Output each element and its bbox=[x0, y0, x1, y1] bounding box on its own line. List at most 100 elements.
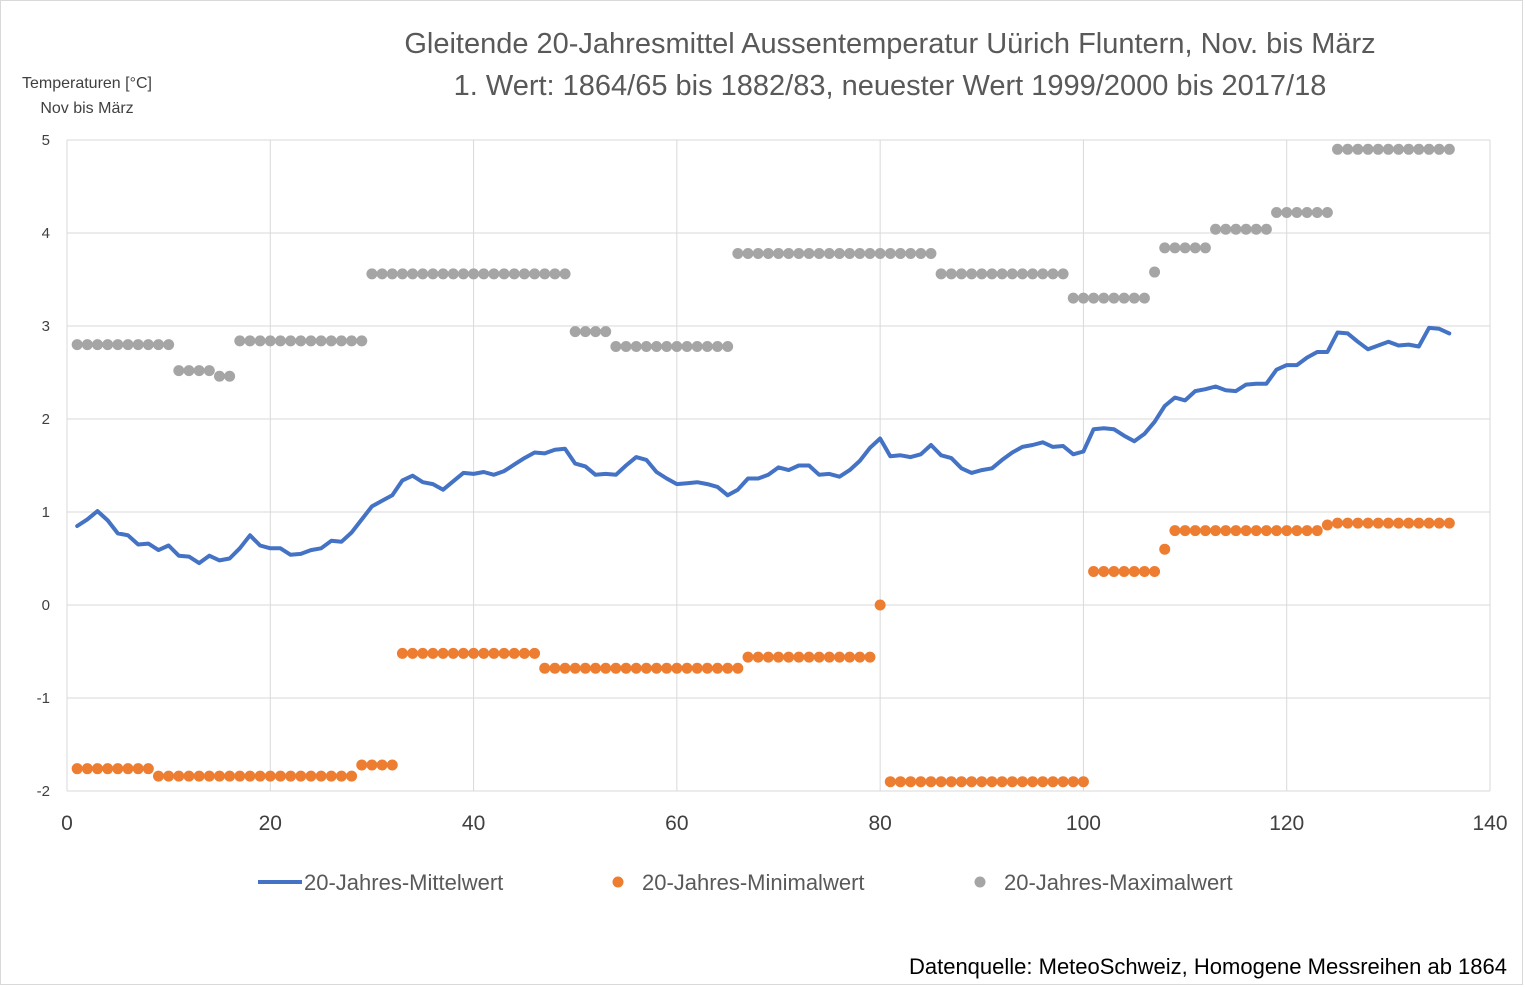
x-tick-label: 80 bbox=[868, 812, 891, 835]
series-point-maximalwert bbox=[274, 335, 286, 347]
series-point-minimalwert bbox=[366, 759, 378, 771]
series-point-minimalwert bbox=[955, 776, 967, 788]
series-point-maximalwert bbox=[844, 247, 856, 259]
series-point-minimalwert bbox=[905, 776, 917, 788]
series-point-minimalwert bbox=[1250, 525, 1262, 537]
series-point-minimalwert bbox=[1311, 525, 1323, 537]
series-point-maximalwert bbox=[1067, 292, 1079, 304]
series-point-minimalwert bbox=[1016, 776, 1028, 788]
series-point-maximalwert bbox=[1433, 143, 1445, 155]
series-point-minimalwert bbox=[468, 647, 480, 659]
chart-subtitle: 1. Wert: 1864/65 bis 1882/83, neuester W… bbox=[453, 70, 1327, 102]
series-point-maximalwert bbox=[1393, 143, 1405, 155]
series-point-maximalwert bbox=[1301, 207, 1313, 219]
series-point-maximalwert bbox=[427, 268, 439, 280]
series-point-maximalwert bbox=[244, 335, 256, 347]
series-point-minimalwert bbox=[1393, 517, 1405, 529]
series-point-minimalwert bbox=[518, 647, 530, 659]
series-point-minimalwert bbox=[152, 770, 164, 782]
series-point-minimalwert bbox=[213, 770, 225, 782]
series-point-minimalwert bbox=[264, 770, 276, 782]
series-point-maximalwert bbox=[620, 340, 632, 352]
series-point-maximalwert bbox=[854, 247, 866, 259]
series-point-maximalwert bbox=[1118, 292, 1130, 304]
series-point-minimalwert bbox=[1077, 776, 1089, 788]
series-point-maximalwert bbox=[1382, 143, 1394, 155]
series-point-minimalwert bbox=[1271, 525, 1283, 537]
series-point-minimalwert bbox=[335, 770, 347, 782]
series-point-minimalwert bbox=[1382, 517, 1394, 529]
series-point-minimalwert bbox=[478, 647, 490, 659]
series-point-minimalwert bbox=[91, 763, 103, 775]
series-point-minimalwert bbox=[610, 662, 622, 674]
series-point-maximalwert bbox=[407, 268, 419, 280]
series-point-minimalwert bbox=[681, 662, 693, 674]
y-tick-label: 0 bbox=[42, 597, 50, 614]
series-point-maximalwert bbox=[1159, 242, 1171, 254]
series-point-minimalwert bbox=[173, 770, 185, 782]
series-point-maximalwert bbox=[468, 268, 480, 280]
series-point-maximalwert bbox=[1210, 223, 1222, 235]
series-point-minimalwert bbox=[620, 662, 632, 674]
series-point-minimalwert bbox=[864, 651, 876, 663]
series-point-maximalwert bbox=[712, 340, 724, 352]
legend-label: 20-Jahres-Maximalwert bbox=[1004, 870, 1233, 895]
series-point-minimalwert bbox=[315, 770, 327, 782]
series-point-minimalwert bbox=[925, 776, 937, 788]
series-point-minimalwert bbox=[854, 651, 866, 663]
series-point-maximalwert bbox=[976, 268, 988, 280]
series-point-minimalwert bbox=[874, 599, 886, 611]
y-tick-label: 3 bbox=[42, 318, 50, 335]
series-point-maximalwert bbox=[813, 247, 825, 259]
series-point-maximalwert bbox=[1037, 268, 1049, 280]
series-point-minimalwert bbox=[1138, 566, 1150, 578]
series-point-minimalwert bbox=[1433, 517, 1445, 529]
series-point-minimalwert bbox=[549, 662, 561, 674]
series-point-maximalwert bbox=[590, 326, 602, 338]
series-point-minimalwert bbox=[712, 662, 724, 674]
series-point-minimalwert bbox=[1027, 776, 1039, 788]
series-point-maximalwert bbox=[1108, 292, 1120, 304]
series-point-maximalwert bbox=[183, 365, 195, 377]
series-point-minimalwert bbox=[803, 651, 815, 663]
series-point-minimalwert bbox=[1240, 525, 1252, 537]
series-point-maximalwert bbox=[224, 370, 236, 382]
series-point-maximalwert bbox=[752, 247, 764, 259]
series-point-minimalwert bbox=[1372, 517, 1384, 529]
series-point-minimalwert bbox=[417, 647, 429, 659]
series-point-maximalwert bbox=[122, 339, 134, 351]
series-point-maximalwert bbox=[925, 247, 937, 259]
series-point-maximalwert bbox=[681, 340, 693, 352]
series-point-minimalwert bbox=[1342, 517, 1354, 529]
series-point-minimalwert bbox=[488, 647, 500, 659]
series-point-minimalwert bbox=[498, 647, 510, 659]
y-tick-label: 2 bbox=[42, 411, 50, 428]
series-point-minimalwert bbox=[203, 770, 215, 782]
series-point-minimalwert bbox=[600, 662, 612, 674]
series-point-maximalwert bbox=[437, 268, 449, 280]
series-point-minimalwert bbox=[1260, 525, 1272, 537]
series-point-minimalwert bbox=[1189, 525, 1201, 537]
series-point-maximalwert bbox=[356, 335, 368, 347]
series-point-maximalwert bbox=[386, 268, 398, 280]
series-point-maximalwert bbox=[569, 326, 581, 338]
series-point-maximalwert bbox=[1240, 223, 1252, 235]
series-point-maximalwert bbox=[1311, 207, 1323, 219]
series-point-maximalwert bbox=[823, 247, 835, 259]
series-point-minimalwert bbox=[346, 770, 358, 782]
legend-marker-dot bbox=[974, 876, 986, 888]
series-point-minimalwert bbox=[783, 651, 795, 663]
series-point-minimalwert bbox=[457, 647, 469, 659]
series-point-minimalwert bbox=[1352, 517, 1364, 529]
series-point-minimalwert bbox=[630, 662, 642, 674]
y-tick-label: 4 bbox=[42, 225, 50, 242]
series-point-minimalwert bbox=[529, 647, 541, 659]
series-point-maximalwert bbox=[701, 340, 713, 352]
series-point-minimalwert bbox=[569, 662, 581, 674]
legend-marker-dot bbox=[612, 876, 624, 888]
series-point-maximalwert bbox=[1230, 223, 1242, 235]
series-point-maximalwert bbox=[1423, 143, 1435, 155]
series-point-maximalwert bbox=[833, 247, 845, 259]
series-point-maximalwert bbox=[691, 340, 703, 352]
series-point-maximalwert bbox=[488, 268, 500, 280]
